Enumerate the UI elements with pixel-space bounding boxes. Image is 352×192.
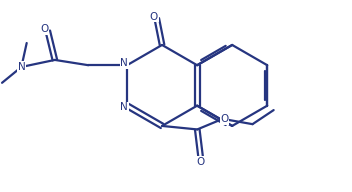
Text: O: O xyxy=(220,114,228,124)
Text: O: O xyxy=(197,157,205,167)
Text: N: N xyxy=(120,103,128,113)
Text: O: O xyxy=(150,12,158,22)
Text: N: N xyxy=(18,62,25,72)
Text: N: N xyxy=(120,58,128,68)
Text: O: O xyxy=(40,24,49,34)
